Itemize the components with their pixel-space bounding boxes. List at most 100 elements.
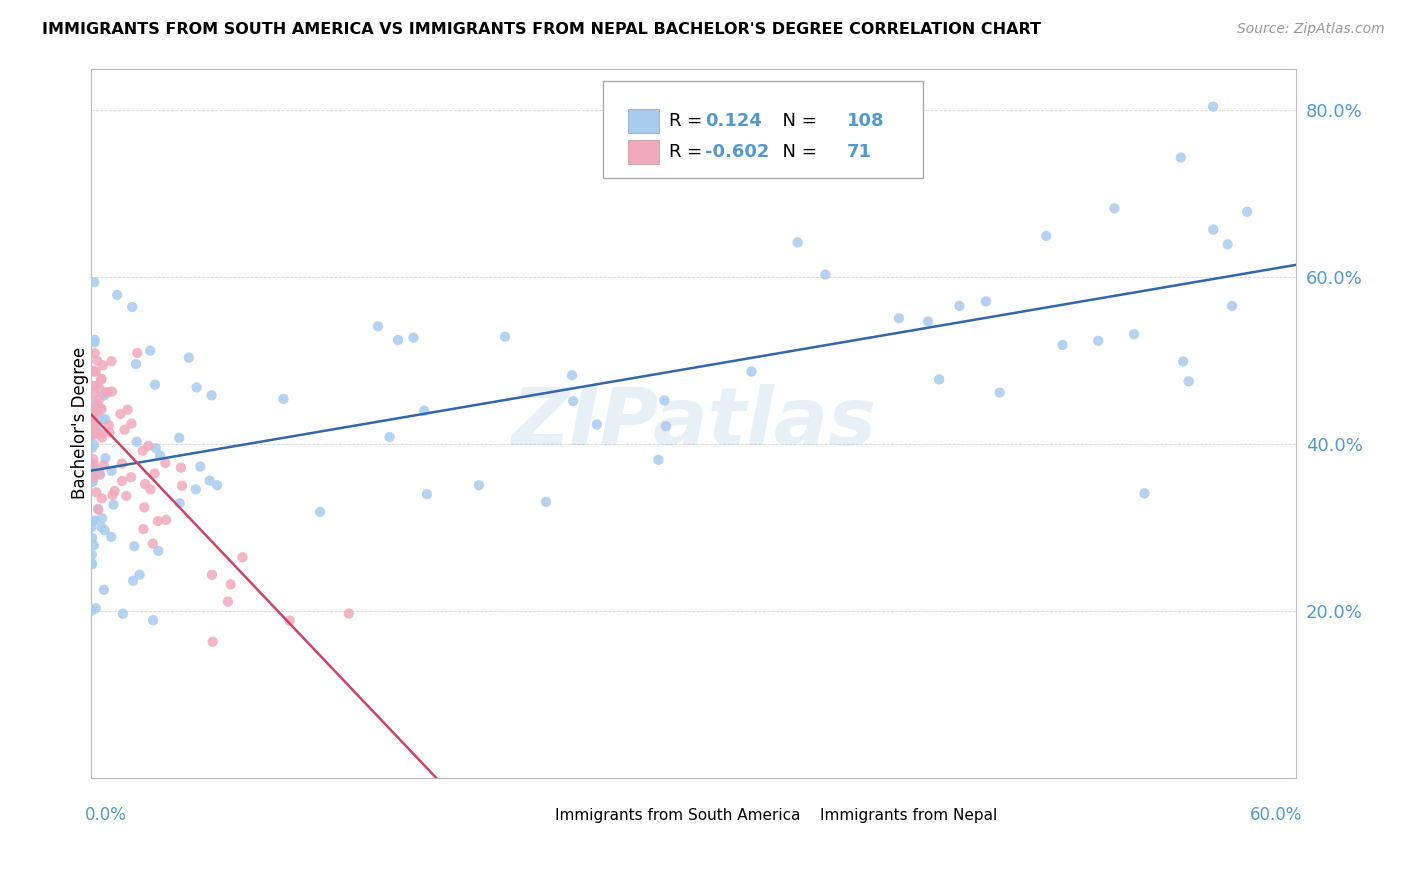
- Point: [82, 426, 104, 441]
- Y-axis label: Bachelor's Degree: Bachelor's Degree: [72, 347, 89, 500]
- Point: [654, 393, 676, 408]
- Point: [80, 520, 103, 534]
- Point: [117, 402, 139, 417]
- Point: [83, 419, 105, 434]
- Point: [111, 474, 134, 488]
- Point: [110, 407, 132, 421]
- Point: [1170, 151, 1192, 165]
- Point: [134, 477, 156, 491]
- Point: [562, 394, 585, 409]
- Point: [124, 539, 146, 553]
- Point: [100, 530, 122, 544]
- Point: [80, 458, 103, 472]
- Point: [585, 417, 607, 432]
- FancyBboxPatch shape: [523, 805, 550, 825]
- Point: [83, 346, 105, 360]
- Point: [132, 522, 155, 536]
- FancyBboxPatch shape: [627, 109, 659, 133]
- Point: [83, 538, 105, 552]
- Point: [80, 404, 103, 418]
- Point: [94, 451, 117, 466]
- Point: [655, 419, 678, 434]
- Point: [201, 634, 224, 648]
- Point: [91, 511, 114, 525]
- Point: [1202, 100, 1225, 114]
- Point: [146, 514, 169, 528]
- Point: [814, 268, 837, 282]
- Point: [82, 452, 104, 467]
- Point: [91, 358, 114, 372]
- Point: [94, 412, 117, 426]
- Point: [80, 604, 103, 618]
- Point: [80, 363, 103, 377]
- Point: [101, 384, 124, 399]
- Point: [97, 385, 120, 400]
- Point: [167, 431, 190, 445]
- Point: [93, 388, 115, 402]
- Point: [87, 392, 110, 407]
- Point: [142, 613, 165, 627]
- Text: R =: R =: [668, 112, 707, 130]
- Point: [125, 434, 148, 449]
- Point: [378, 430, 401, 444]
- Point: [86, 354, 108, 368]
- Text: 71: 71: [846, 144, 872, 161]
- Text: N =: N =: [770, 144, 823, 161]
- Point: [93, 458, 115, 473]
- Point: [80, 425, 103, 440]
- Point: [98, 425, 121, 440]
- Text: IMMIGRANTS FROM SOUTH AMERICA VS IMMIGRANTS FROM NEPAL BACHELOR'S DEGREE CORRELA: IMMIGRANTS FROM SOUTH AMERICA VS IMMIGRA…: [42, 22, 1042, 37]
- Point: [928, 372, 950, 386]
- Point: [91, 412, 114, 426]
- Point: [111, 607, 134, 621]
- Point: [82, 364, 104, 378]
- Point: [80, 558, 103, 572]
- Point: [413, 404, 436, 418]
- Point: [82, 411, 104, 425]
- Point: [86, 397, 108, 411]
- Text: N =: N =: [770, 112, 823, 130]
- Point: [1052, 338, 1074, 352]
- Point: [100, 354, 122, 368]
- Point: [82, 470, 104, 484]
- Text: 108: 108: [846, 112, 884, 130]
- Point: [1216, 237, 1239, 252]
- Text: Immigrants from South America: Immigrants from South America: [555, 808, 801, 823]
- Point: [1035, 229, 1057, 244]
- Point: [134, 500, 156, 515]
- Point: [1171, 354, 1194, 368]
- Point: [1104, 202, 1126, 216]
- Point: [82, 405, 104, 419]
- Point: [87, 502, 110, 516]
- Point: [111, 457, 134, 471]
- Point: [83, 275, 105, 289]
- Point: [278, 614, 301, 628]
- Point: [201, 567, 224, 582]
- Point: [82, 428, 104, 442]
- Point: [149, 449, 172, 463]
- Point: [83, 335, 105, 350]
- Text: Immigrants from Nepal: Immigrants from Nepal: [820, 808, 998, 823]
- Text: 0.0%: 0.0%: [86, 806, 127, 824]
- Point: [82, 531, 104, 545]
- Text: R =: R =: [668, 144, 707, 161]
- Point: [127, 346, 149, 360]
- Point: [143, 467, 166, 481]
- Point: [125, 357, 148, 371]
- Point: [84, 485, 107, 500]
- Point: [917, 314, 939, 328]
- Text: 0.124: 0.124: [704, 112, 762, 130]
- Point: [200, 388, 222, 402]
- Point: [1087, 334, 1109, 348]
- Point: [103, 498, 125, 512]
- Point: [142, 536, 165, 550]
- Point: [87, 401, 110, 415]
- Point: [177, 351, 200, 365]
- Point: [170, 479, 193, 493]
- Point: [416, 487, 439, 501]
- Point: [170, 460, 193, 475]
- Point: [1220, 299, 1243, 313]
- Point: [96, 385, 118, 400]
- Point: [80, 557, 103, 571]
- FancyBboxPatch shape: [603, 80, 922, 178]
